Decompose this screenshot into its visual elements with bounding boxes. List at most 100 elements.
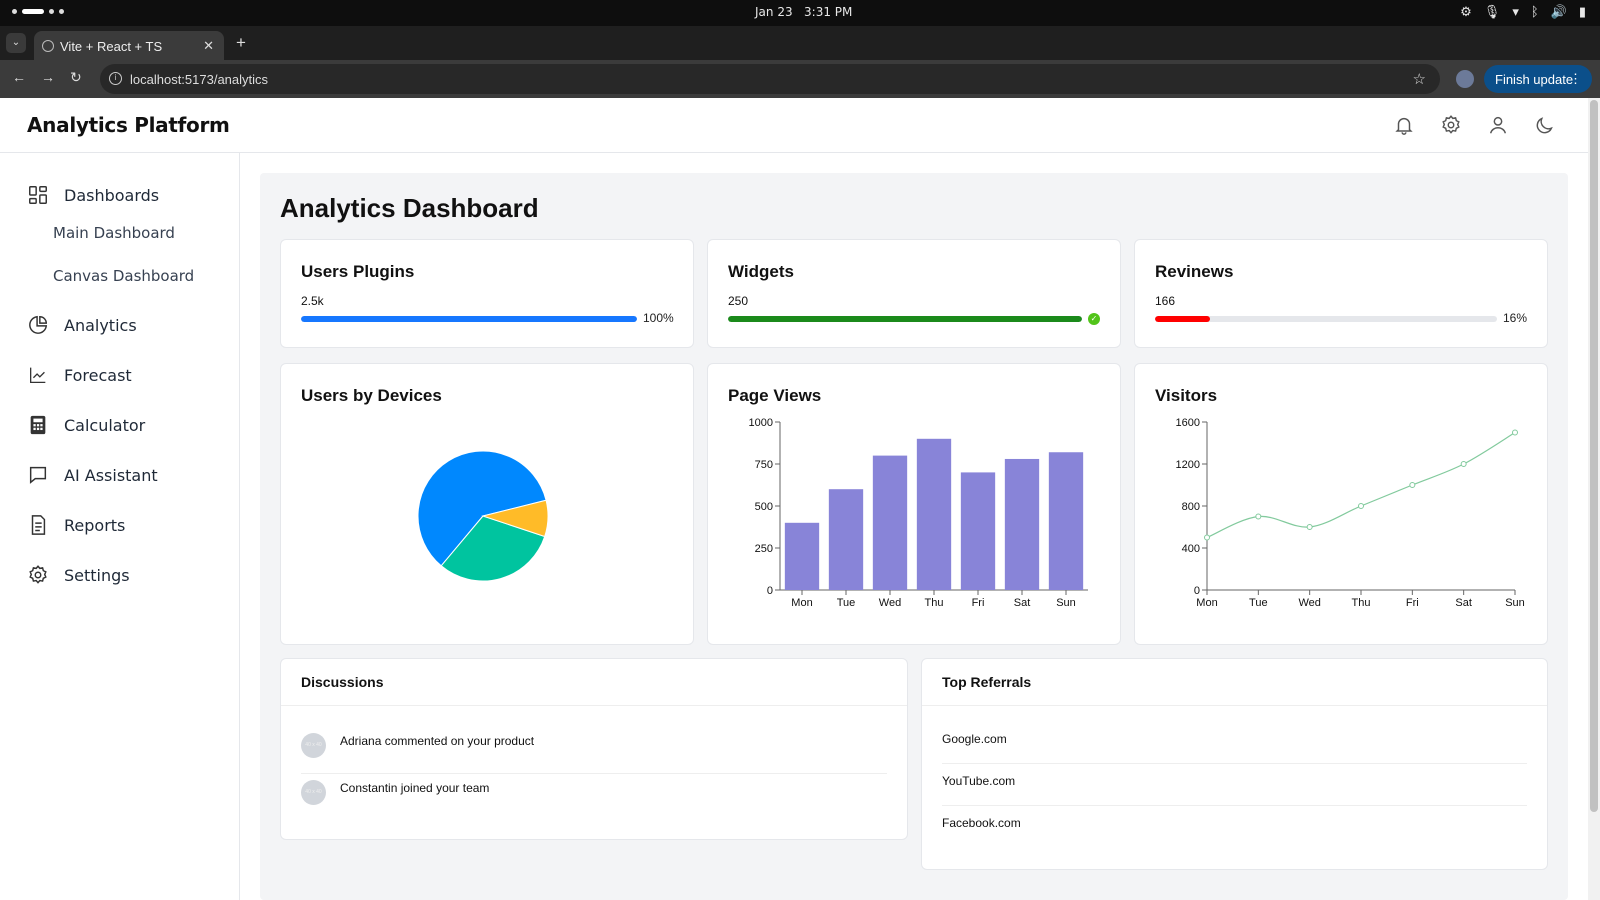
back-arrow-icon[interactable]: ← [12,69,26,85]
discussion-item[interactable]: 40 x 40 Constantin joined your team [301,775,887,821]
document-icon [31,515,46,535]
data-point [1460,461,1467,467]
pie-slice [417,450,547,567]
chart-title: Visitors [1155,386,1218,405]
line-chart-icon [30,367,46,383]
sidebar-item-dashboards[interactable]: Dashboards [27,181,159,209]
stat-value: 166 [1155,294,1176,308]
stat-value: 250 [728,294,749,308]
main-content: Analytics Dashboard Users Plugins 2.5k 1… [260,173,1568,900]
finish-update-button[interactable]: Finish update ⋮ [1484,65,1592,93]
y-tick-label: 800 [1182,501,1200,513]
chart-card-page-views: Page Views 0 250 500 750 1000 Mon Tue Wed Thu Fri… [707,363,1121,645]
referral-item[interactable]: Facebook.com [942,816,1021,830]
discussion-text: Adriana commented on your product [340,734,535,748]
avatar: 40 x 40 [301,780,326,805]
check-circle-icon: ✓ [1088,313,1100,325]
progress-percent: 100% [643,311,674,325]
discussion-item[interactable]: 40 x 40 Adriana commented on your produc… [301,728,887,774]
network-icon: ⚙ [1460,5,1472,20]
sidebar-item-calculator[interactable]: Calculator [27,411,145,439]
x-tick-label: Wed [1298,597,1320,609]
os-clock[interactable]: Jan 23 3:31 PM [755,5,853,19]
reload-icon[interactable]: ↻ [70,69,82,85]
browser-tab[interactable]: Vite + React + TS ✕ [34,31,224,60]
sidebar-subitem-canvas-dashboard[interactable]: Canvas Dashboard [53,267,195,285]
moon-icon[interactable] [1534,114,1556,136]
bar [1004,458,1040,590]
progress-fill [728,316,1082,322]
y-tick-label: 1000 [749,417,773,429]
dashboard-icon [29,186,47,204]
referral-item[interactable]: YouTube.com [942,764,1527,806]
y-tick-label: 0 [1194,585,1200,597]
sidebar-item-analytics[interactable]: Analytics [27,311,137,339]
sidebar-item-ai-assistant[interactable]: AI Assistant [27,461,158,489]
y-tick-label: 750 [755,459,773,471]
stat-card-users-plugins: Users Plugins 2.5k 100% [280,239,694,348]
y-tick-label: 1600 [1176,417,1200,429]
progress-bar [1155,316,1497,322]
sidebar-subitem-main-dashboard[interactable]: Main Dashboard [53,224,175,242]
browser-menu-icon[interactable]: ⋮ [1569,71,1582,86]
avatar: 40 x 40 [301,733,326,758]
forward-arrow-icon[interactable]: → [41,69,55,85]
finish-update-label: Finish update [1495,72,1574,87]
discussions-title: Discussions [301,674,384,690]
sidebar-item-forecast[interactable]: Forecast [27,361,132,389]
sidebar-item-label: Analytics [64,315,137,335]
data-point [1512,429,1518,436]
y-tick-label: 0 [767,585,773,597]
sidebar-item-label: Settings [64,565,130,585]
new-tab-button[interactable]: + [236,33,246,52]
stat-card-title: Widgets [728,262,794,281]
x-tick-label: Fri [1406,597,1419,609]
referral-item[interactable]: Google.com [942,722,1527,764]
pie-slice [440,515,546,582]
scrollbar-thumb[interactable] [1590,100,1598,812]
sidebar-item-label: AI Assistant [64,465,158,485]
page-scrollbar[interactable] [1588,98,1600,900]
gear-icon[interactable] [1440,114,1462,136]
battery-icon: ▮ [1578,5,1586,20]
bookmark-star-icon[interactable]: ☆ [1412,71,1426,88]
y-tick-label: 400 [1182,543,1200,555]
sidebar-item-reports[interactable]: Reports [27,511,125,539]
chart-title: Page Views [728,386,822,405]
pie-slice [481,499,549,538]
x-tick-label: Fri [972,597,985,609]
sidebar: Dashboards Main Dashboard Canvas Dashboa… [0,153,240,900]
bar [916,438,952,590]
top-referrals-card: Top Referrals Google.com YouTube.com Fac… [921,658,1548,870]
data-point [1204,534,1210,541]
stat-card-revinews: Revinews 166 16% [1134,239,1548,348]
profile-extension-icon[interactable] [1456,70,1474,88]
bar [784,522,820,590]
browser-tab-bar: ⌄ Vite + React + TS ✕ + [0,26,1600,60]
divider [281,705,907,706]
x-tick-label: Wed [879,597,901,609]
bar-chart: 0 250 500 750 1000 Mon Tue Wed Thu Fri Sat Sun [749,417,1088,609]
discussions-card: Discussions 40 x 40 Adriana commented on… [280,658,908,840]
bell-icon[interactable] [1393,114,1415,136]
x-tick-label: Thu [925,597,944,609]
site-info-icon[interactable]: i [109,72,122,85]
address-bar[interactable]: i localhost:5173/analytics ☆ [100,64,1440,94]
sidebar-item-settings[interactable]: Settings [27,561,130,589]
chart-title: Users by Devices [301,386,442,405]
tab-search-button[interactable]: ⌄ [6,33,26,53]
x-tick-label: Tue [837,597,856,609]
os-top-bar: Jan 23 3:31 PM ⚙ 🎙 ▾ ᛒ 🔊 ▮ [0,0,1600,26]
chart-card-users-by-devices: Users by Devices [280,363,694,645]
y-tick-label: 500 [755,501,773,513]
stat-value: 2.5k [301,294,324,308]
bar [960,472,996,590]
tab-close-icon[interactable]: ✕ [203,38,214,53]
calculator-icon [30,415,46,435]
user-icon[interactable] [1487,114,1509,136]
system-tray[interactable]: ⚙ 🎙 ▾ ᛒ 🔊 ▮ [1460,5,1586,20]
app-header: Analytics Platform [0,98,1588,153]
sidebar-item-label: Dashboards [64,185,160,205]
workspace-indicator[interactable] [12,9,64,14]
pie-chart-icon [29,315,48,334]
